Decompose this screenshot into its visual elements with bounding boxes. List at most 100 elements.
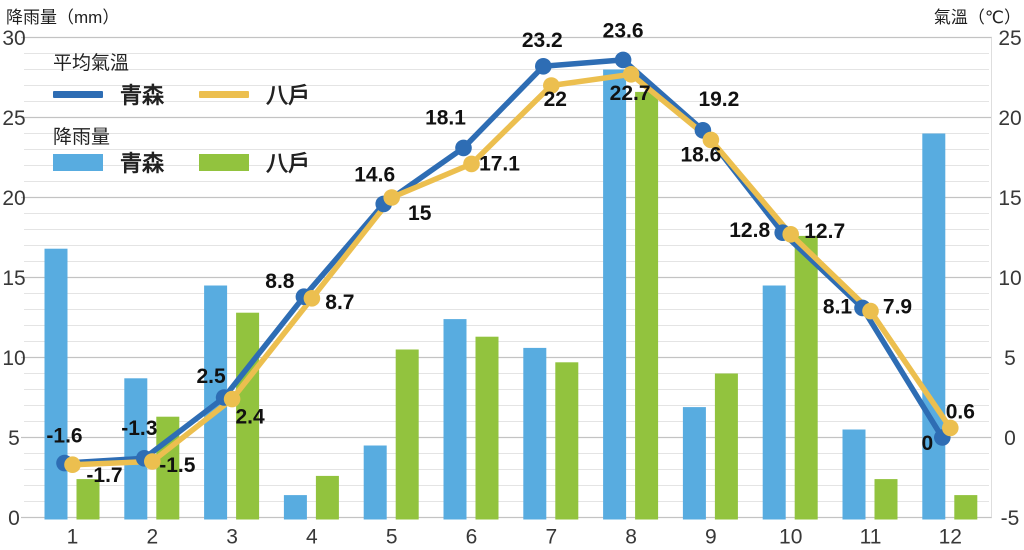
- bar-hachinohe_rain-1: [76, 479, 100, 520]
- left-axis-tick-label: 30: [2, 27, 25, 50]
- value-label-hachinohe_temp-8: 22.7: [610, 82, 651, 105]
- point-hachinohe_temp-10: [782, 226, 799, 243]
- month-label: 11: [860, 526, 882, 549]
- month-label: 4: [306, 526, 318, 549]
- month-label: 1: [67, 526, 79, 549]
- month-label: 2: [146, 526, 158, 549]
- bar-hachinohe_rain-7: [555, 362, 579, 520]
- right-axis-title: 氣溫（℃）: [933, 8, 1021, 27]
- point-hachinohe_temp-12: [942, 419, 959, 437]
- legend-label-aomori-temp: 青森: [120, 83, 165, 108]
- hachinohe-rain-bar-swatch: [199, 153, 250, 171]
- right-axis-tick-label: -5: [1001, 507, 1020, 530]
- bar-aomori_rain-11: [842, 429, 866, 520]
- legend-label-aomori-rain: 青森: [120, 151, 165, 176]
- right-axis-tick-label: 25: [998, 27, 1021, 50]
- value-label-aomori_temp-12: 0: [921, 432, 933, 455]
- bar-aomori_rain-6: [443, 319, 467, 520]
- month-label: 9: [705, 526, 717, 549]
- point-hachinohe_temp-8: [622, 66, 640, 83]
- legend-rain-row: 青森 八戶: [53, 150, 345, 176]
- bar-aomori_rain-12: [922, 133, 946, 520]
- value-label-aomori_temp-2: -1.3: [121, 417, 157, 440]
- point-aomori_temp-6: [455, 139, 472, 157]
- value-label-aomori_temp-3: 2.5: [196, 365, 226, 388]
- right-axis-tick-label: 15: [998, 187, 1021, 210]
- bar-hachinohe_rain-11: [874, 479, 898, 520]
- point-hachinohe_temp-9: [702, 131, 720, 149]
- point-hachinohe_temp-6: [463, 155, 480, 173]
- legend-temp-row: 青森 八戶: [53, 82, 345, 108]
- value-label-hachinohe_temp-11: 7.9: [883, 296, 912, 319]
- month-label: 6: [466, 526, 478, 549]
- bar-hachinohe_rain-10: [794, 235, 818, 520]
- aomori-temp-line-swatch: [53, 90, 103, 98]
- month-label: 12: [939, 526, 962, 549]
- value-label-hachinohe_temp-12: 0.6: [946, 400, 975, 423]
- value-label-hachinohe_temp-3: 2.4: [235, 406, 265, 429]
- bar-aomori_rain-9: [682, 407, 706, 520]
- point-hachinohe_temp-3: [223, 390, 241, 408]
- legend-rain-group-title: 降雨量: [53, 127, 111, 148]
- bar-aomori_rain-1: [44, 248, 68, 520]
- point-hachinohe_temp-2: [144, 453, 161, 470]
- bar-aomori_rain-4: [283, 495, 307, 520]
- legend-label-hachinohe-temp: 八戶: [266, 83, 311, 108]
- bar-hachinohe_rain-9: [714, 373, 738, 520]
- point-hachinohe_temp-5: [383, 189, 401, 206]
- point-hachinohe_temp-11: [862, 302, 879, 320]
- bar-hachinohe_rain-4: [315, 475, 339, 520]
- value-label-aomori_temp-5: 14.6: [354, 163, 395, 186]
- right-axis-tick-label: 0: [1004, 427, 1016, 450]
- bar-hachinohe_rain-6: [475, 336, 499, 520]
- point-hachinohe_temp-7: [543, 77, 560, 94]
- left-axis-title: 降雨量（mm）: [6, 8, 120, 27]
- value-label-aomori_temp-7: 23.2: [522, 29, 563, 52]
- left-axis-tick-label: 15: [2, 267, 25, 290]
- bar-hachinohe_rain-8: [635, 91, 659, 520]
- value-label-aomori_temp-1: -1.6: [46, 425, 82, 448]
- value-label-aomori_temp-8: 23.6: [603, 19, 644, 42]
- point-hachinohe_temp-4: [303, 290, 321, 307]
- point-aomori_temp-8: [614, 51, 632, 69]
- line-hachinohe_temp: [69, 71, 954, 468]
- point-hachinohe_temp-1: [64, 456, 81, 474]
- bar-aomori_rain-10: [762, 285, 786, 520]
- bar-aomori_rain-7: [523, 347, 547, 520]
- month-label: 8: [625, 526, 637, 549]
- value-label-aomori_temp-10: 12.8: [729, 219, 770, 242]
- legend-temp-group-title: 平均氣溫: [53, 53, 130, 74]
- value-label-hachinohe_temp-5: 15: [408, 202, 432, 225]
- right-axis-tick-label: 10: [998, 267, 1021, 290]
- value-label-hachinohe_temp-6: 17.1: [479, 152, 520, 175]
- bar-hachinohe_rain-5: [395, 349, 419, 520]
- month-label: 3: [226, 526, 238, 549]
- legend-label-hachinohe-rain: 八戶: [266, 151, 311, 176]
- value-label-hachinohe_temp-2: -1.5: [159, 454, 196, 477]
- month-label: 7: [545, 526, 557, 549]
- aomori-rain-bar-swatch: [53, 153, 103, 171]
- bar-aomori_rain-8: [603, 69, 627, 520]
- left-axis-tick-label: 0: [8, 507, 20, 530]
- value-label-hachinohe_temp-1: -1.7: [86, 464, 122, 487]
- hachinohe-temp-line-swatch: [199, 90, 250, 98]
- bar-aomori_rain-5: [363, 445, 387, 520]
- right-axis-tick-label: 20: [998, 107, 1021, 130]
- left-axis-tick-label: 25: [2, 107, 25, 130]
- value-label-hachinohe_temp-7: 22: [544, 88, 567, 111]
- value-label-aomori_temp-9: 19.2: [698, 88, 739, 111]
- value-label-aomori_temp-4: 8.8: [265, 270, 295, 293]
- left-axis-tick-label: 20: [2, 187, 25, 210]
- value-label-hachinohe_temp-9: 18.6: [680, 143, 721, 166]
- line-aomori_temp: [61, 57, 946, 466]
- left-axis-tick-label: 10: [2, 347, 25, 370]
- bar-hachinohe_rain-12: [954, 495, 978, 520]
- month-label: 5: [386, 526, 398, 549]
- left-axis-tick-label: 5: [8, 427, 20, 450]
- value-label-hachinohe_temp-10: 12.7: [804, 220, 845, 243]
- right-axis-tick-label: 5: [1004, 347, 1016, 370]
- value-label-aomori_temp-11: 8.1: [823, 295, 853, 318]
- value-label-aomori_temp-6: 18.1: [425, 106, 466, 129]
